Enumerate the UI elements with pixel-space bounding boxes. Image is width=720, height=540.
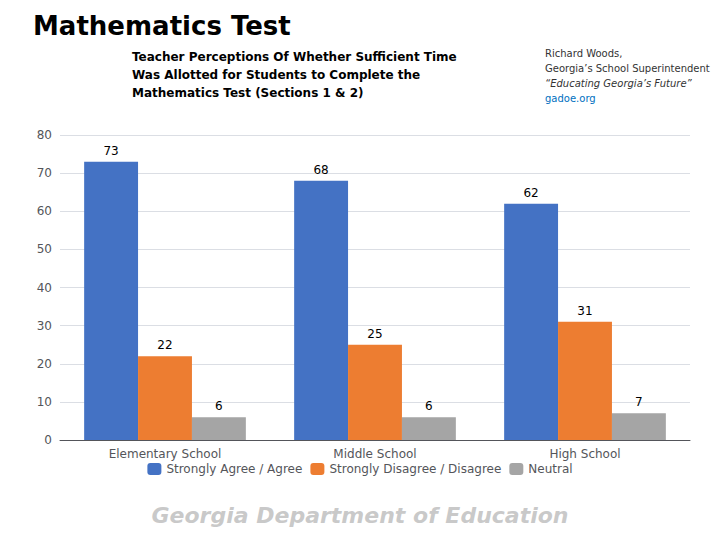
svg-text:31: 31 [577, 304, 592, 318]
svg-text:gadoe.org: gadoe.org [545, 93, 596, 104]
svg-text:25: 25 [367, 327, 382, 341]
svg-text:30: 30 [37, 319, 52, 333]
svg-text:22: 22 [157, 338, 172, 352]
svg-text:40: 40 [37, 281, 52, 295]
svg-text:Teacher Perceptions Of Whether: Teacher Perceptions Of Whether Sufficien… [132, 50, 457, 64]
svg-text:20: 20 [37, 357, 52, 371]
svg-text:68: 68 [313, 163, 328, 177]
svg-text:73: 73 [103, 144, 118, 158]
svg-text:“Educating Georgia’s Future”: “Educating Georgia’s Future” [545, 78, 693, 89]
svg-text:Was Allotted for Students to C: Was Allotted for Students to Complete th… [132, 68, 420, 82]
svg-text:Elementary School: Elementary School [109, 447, 222, 461]
svg-text:7: 7 [635, 395, 643, 409]
svg-text:Georgia Department of Educatio: Georgia Department of Education [151, 503, 568, 528]
svg-text:Middle School: Middle School [333, 447, 416, 461]
svg-text:Mathematics Test (Sections 1 &: Mathematics Test (Sections 1 & 2) [132, 86, 363, 100]
svg-text:Richard Woods,: Richard Woods, [545, 48, 622, 59]
svg-text:80: 80 [37, 128, 52, 142]
svg-text:10: 10 [37, 395, 52, 409]
svg-text:High School: High School [549, 447, 620, 461]
svg-text:Strongly Disagree / Disagree: Strongly Disagree / Disagree [329, 462, 501, 476]
svg-text:60: 60 [37, 204, 52, 218]
svg-text:Georgia’s School Superintenden: Georgia’s School Superintendent [545, 63, 710, 74]
svg-text:70: 70 [37, 166, 52, 180]
svg-text:Neutral: Neutral [528, 462, 572, 476]
svg-text:62: 62 [523, 186, 538, 200]
svg-text:Mathematics Test: Mathematics Test [33, 11, 291, 41]
svg-text:6: 6 [425, 399, 433, 413]
svg-text:Strongly Agree / Agree: Strongly Agree / Agree [166, 462, 302, 476]
svg-text:0: 0 [44, 433, 52, 447]
svg-text:6: 6 [215, 399, 223, 413]
svg-text:50: 50 [37, 242, 52, 256]
